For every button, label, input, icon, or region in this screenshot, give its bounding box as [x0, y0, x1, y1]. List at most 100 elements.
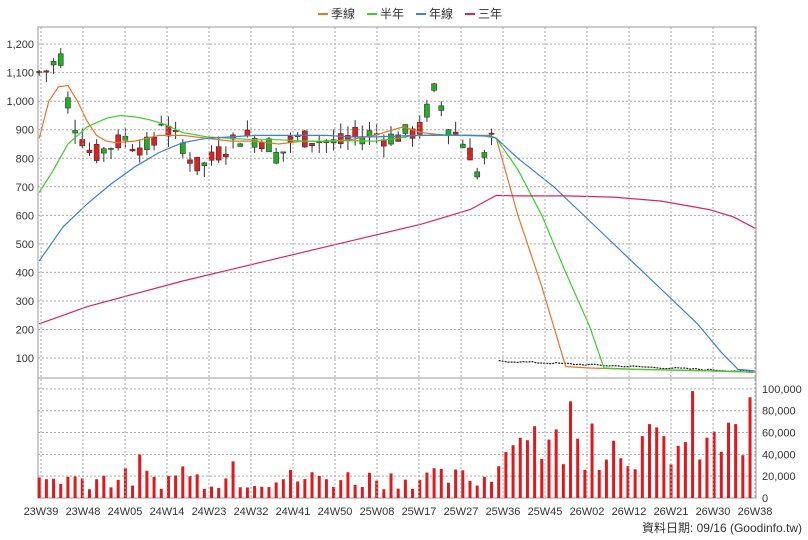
volume-bar [619, 458, 623, 498]
volume-bar [288, 469, 292, 498]
volume-bar [475, 485, 479, 498]
candle-up [467, 147, 473, 161]
x-tick-label: 25W27 [444, 506, 479, 518]
candlestick [223, 146, 229, 165]
volume-bar [217, 488, 221, 498]
candlestick [43, 69, 50, 83]
candle-down [101, 148, 107, 154]
volume-bar [554, 429, 558, 498]
volume-bar [705, 437, 709, 498]
volume-bar [310, 472, 314, 498]
candle-down [144, 136, 150, 150]
candlestick [280, 151, 287, 162]
candle-up [136, 147, 143, 156]
volume-bar [102, 475, 106, 498]
volume-bar [346, 472, 350, 498]
volume-panel: 0 20,000 40,000 60,000 80,000 100,000 [37, 377, 802, 505]
volume-tick-label: 80,000 [762, 406, 796, 418]
volume-bar [497, 466, 501, 498]
candlestick [108, 147, 114, 159]
candle-down [438, 105, 445, 111]
volume-bar [159, 488, 163, 498]
volume-bar [719, 451, 723, 498]
candle-down [72, 130, 78, 134]
volume-bar [633, 469, 637, 498]
candlestick [36, 70, 42, 76]
candlestick [460, 139, 466, 149]
candle-down [474, 171, 480, 178]
candle-up [244, 129, 251, 137]
volume-bar [245, 487, 249, 498]
candle-down [179, 142, 186, 154]
candlestick [136, 140, 143, 163]
volume-bar [210, 486, 214, 498]
volume-bar [439, 468, 443, 498]
candlestick [215, 136, 222, 164]
volume-bar [174, 475, 178, 498]
volume-bar [691, 391, 695, 498]
volume-bar [324, 479, 328, 498]
x-tick-label: 26W02 [570, 506, 605, 518]
candlestick [144, 132, 150, 156]
price-tick-label: 400 [16, 267, 34, 279]
price-trace-recent [498, 359, 753, 372]
candle-up [194, 156, 200, 172]
volume-bar [640, 436, 644, 498]
volume-bar [274, 482, 278, 498]
volume-bar [482, 476, 486, 498]
volume-tick-label: 60,000 [762, 428, 796, 440]
candle-down [424, 103, 430, 118]
x-tick-label: 26W38 [738, 506, 773, 518]
candlestick [57, 48, 64, 69]
volume-bar [253, 486, 257, 498]
candle-up [208, 151, 215, 161]
candle-down [366, 130, 373, 137]
candle-up [488, 132, 495, 135]
volume-tick-label: 0 [762, 493, 768, 505]
volume-bar [525, 440, 529, 498]
volume-bar [511, 445, 515, 498]
volume-bar [37, 477, 41, 498]
candle-up [151, 136, 157, 146]
volume-bar [131, 485, 135, 498]
candlestick [309, 143, 315, 153]
volume-bar [195, 474, 199, 498]
volume-bar [116, 479, 120, 498]
volume-bar [597, 470, 601, 498]
price-tick-label: 600 [16, 210, 34, 222]
candle-up [416, 121, 423, 135]
volume-bar [382, 489, 386, 498]
legend-label: 年線 [429, 6, 453, 21]
candle-up [223, 154, 229, 158]
volume-bar [281, 479, 285, 498]
candle-up [352, 127, 358, 137]
candle-down [50, 61, 57, 66]
volume-bar [647, 424, 651, 498]
volume-bar [231, 461, 235, 498]
x-tick-label: 24W23 [192, 506, 227, 518]
volume-bar [396, 488, 400, 498]
candlestick [438, 101, 445, 117]
volume-bar [44, 479, 48, 498]
volume-bar [411, 488, 415, 498]
candle-down [57, 53, 64, 66]
candlestick [65, 91, 71, 114]
candle-down [273, 152, 279, 164]
legend: 季線 半年 年線 三年 [318, 6, 502, 21]
candle-up [302, 130, 308, 148]
candle-up [115, 134, 121, 149]
x-tick-label: 24W14 [150, 506, 185, 518]
volume-bar [748, 397, 752, 498]
x-tick-label: 23W39 [24, 506, 59, 518]
candlestick [237, 142, 244, 147]
volume-bar [468, 480, 472, 498]
volume-bar [80, 478, 84, 498]
candlestick [467, 138, 473, 161]
candle-up [287, 136, 294, 143]
volume-bar [87, 489, 91, 498]
volume-bar [626, 466, 630, 498]
volume-bar [188, 476, 192, 498]
volume-bar [604, 459, 608, 498]
price-tick-label: 800 [16, 153, 34, 165]
